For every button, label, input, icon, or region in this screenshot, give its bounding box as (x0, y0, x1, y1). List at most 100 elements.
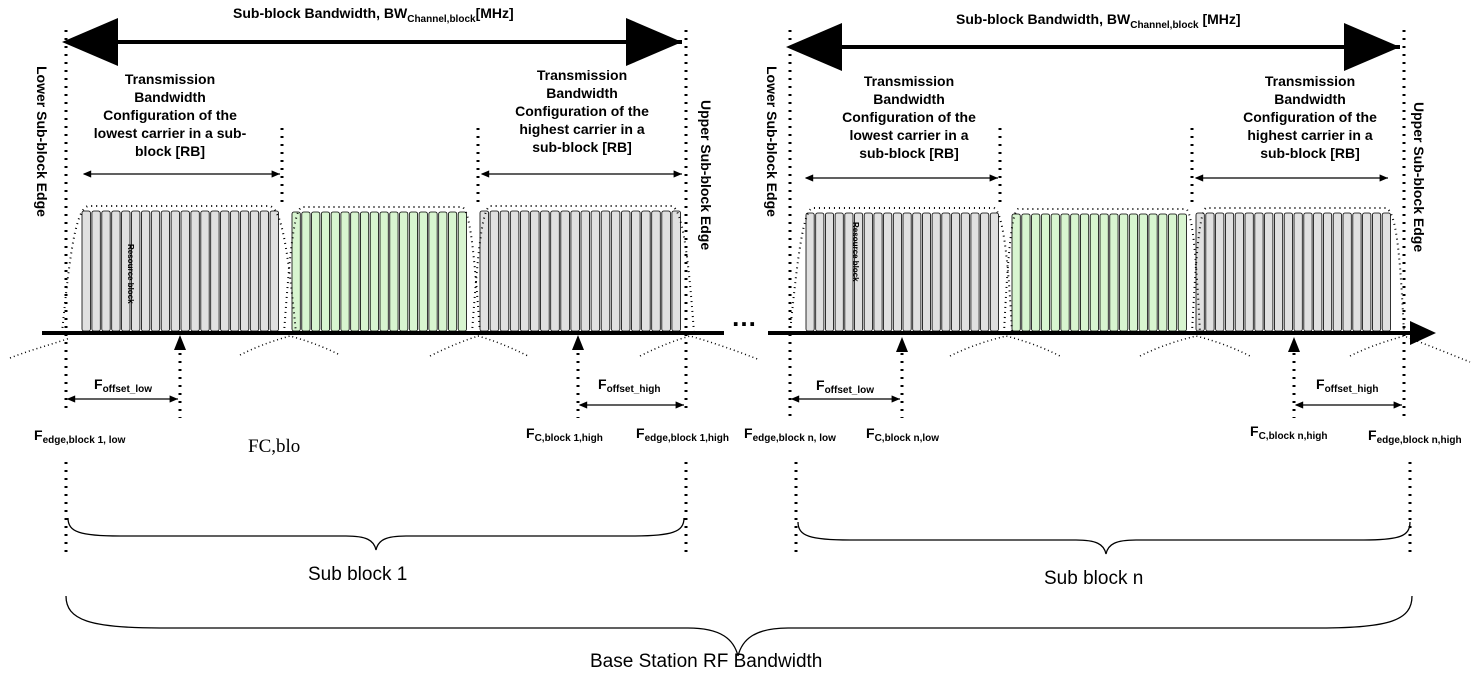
block1-rb-mid (291, 211, 467, 332)
blockn-high-resource-block (1303, 212, 1313, 332)
block1-low-resource-block (210, 210, 220, 332)
block1-mid-resource-block (340, 211, 350, 332)
block1-low-resource-block (170, 210, 180, 332)
block1-high-resource-block (530, 210, 540, 332)
blockn-fedge-low-label: Fedge,block n, low (744, 425, 836, 444)
blockn-high-resource-block (1264, 212, 1274, 332)
svg-text:sub-block [RB]: sub-block [RB] (532, 139, 632, 155)
block1-high-resource-block (509, 210, 520, 332)
block1-high-resource-block (590, 210, 601, 332)
blockn-low-resource-block (951, 212, 961, 332)
blockn-foffset-low-label: Foffset_low (816, 377, 874, 396)
block1-mid-resource-block (291, 211, 301, 332)
base-station-label: Base Station RF Bandwidth (590, 651, 822, 672)
svg-text:Bandwidth: Bandwidth (1274, 91, 1346, 107)
block1-high-resource-block (550, 210, 560, 332)
block1-low-resource-block (101, 210, 111, 332)
block1-low-resource-block (190, 210, 200, 332)
blockn-mid-resource-block (1109, 213, 1119, 332)
offset-arrows (66, 395, 1402, 409)
blockn-low-resource-block (805, 212, 815, 332)
blockn-lower-edge-label: Lower Sub-block Edge (764, 66, 780, 217)
block1-fedge-low-label: Fedge,block 1, low (34, 427, 126, 446)
block1-mid-resource-block (448, 211, 458, 332)
block1-mid-resource-block (399, 211, 409, 332)
blockn-low-resource-block (883, 212, 893, 332)
svg-text:Transmission: Transmission (125, 71, 215, 87)
block1-bw-title: Sub-block Bandwidth, BWChannel,block[MHz… (233, 5, 514, 25)
spectral-envelopes (61, 205, 1405, 334)
block1-low-resource-block (160, 210, 170, 332)
blockn-high-resource-block (1244, 212, 1254, 332)
blockn-low-resource-block (815, 212, 825, 332)
block1-fc-low-partial-label: FC,blo (248, 436, 300, 457)
block1-mid-resource-block (320, 211, 331, 332)
blockn-high-resource-block (1342, 212, 1352, 332)
block1-low-resource-block (259, 210, 270, 332)
block1-high-resource-block (651, 210, 661, 332)
svg-text:highest carrier in a: highest carrier in a (1247, 127, 1372, 143)
blockn-high-resource-block (1372, 212, 1382, 332)
block1-low-resource-block (220, 210, 230, 332)
blockn-mid-resource-block (1089, 213, 1099, 332)
blockn-high-resource-block (1352, 212, 1362, 332)
block1-mid-resource-block (438, 211, 448, 332)
blockn-mid-resource-block (1070, 213, 1080, 332)
block1-low-resource-block (239, 210, 250, 332)
svg-text:lowest carrier in a sub-: lowest carrier in a sub- (94, 125, 247, 141)
block1-low-resource-block (200, 210, 210, 332)
base-station-brace (65, 595, 1413, 657)
blockn-high-resource-block (1234, 212, 1244, 332)
blockn-low-resource-block (892, 212, 902, 332)
block1-tbc-low-label: Transmission Bandwidth Configuration of … (94, 71, 247, 159)
blockn-low-resource-block (960, 212, 970, 332)
block1-high-resource-block (641, 210, 651, 332)
block1-mid-resource-block (360, 211, 370, 332)
rolloff-tails (9, 335, 1471, 363)
tbc-span-arrows (82, 170, 1388, 182)
block1-high-resource-block (610, 210, 621, 332)
blockn-low-resource-block (912, 212, 922, 332)
block1-rb-low (81, 210, 279, 332)
svg-text:highest carrier in a: highest carrier in a (519, 121, 644, 137)
block1-fc-low-arrow-icon (174, 335, 186, 350)
block1-high-resource-block (580, 210, 591, 332)
blockn-fc-high-label: FC,block n,high (1250, 423, 1327, 442)
block1-brace (67, 517, 685, 551)
blockn-mid-resource-block (1080, 213, 1090, 332)
svg-text:Transmission: Transmission (537, 67, 627, 83)
block1-mid-resource-block (330, 211, 340, 332)
blockn-high-resource-block (1215, 212, 1225, 332)
blockn-low-resource-block (902, 212, 912, 332)
block1-high-resource-block (489, 210, 500, 332)
block1-fedge-high-label: Fedge,block 1,high (636, 425, 729, 444)
block1-mid-resource-block (311, 211, 321, 332)
blockn-low-resource-block (834, 212, 844, 332)
block1-low-resource-block (180, 210, 190, 332)
blockn-high-resource-block (1205, 212, 1215, 332)
block1-lower-edge-label: Lower Sub-block Edge (34, 66, 50, 217)
blockn-high-resource-block (1293, 212, 1303, 332)
blockn-high-resource-block (1195, 212, 1205, 332)
blockn-high-resource-block (1283, 212, 1293, 332)
block1-low-resource-block (121, 210, 131, 332)
svg-text:Configuration of the: Configuration of the (103, 107, 237, 123)
block1-high-resource-block (621, 210, 631, 332)
block1-foffset-high-label: Foffset_high (598, 376, 660, 395)
svg-text:Configuration of the: Configuration of the (515, 103, 649, 119)
block1-low-resource-block (269, 210, 279, 332)
block1-low-resource-block (91, 210, 101, 332)
blockn-high-resource-block (1274, 212, 1284, 332)
block1-brace-label: Sub block 1 (308, 564, 407, 585)
block1-tbc-high-label: Transmission Bandwidth Configuration of … (515, 67, 649, 155)
blockn-tbc-high-label: Transmission Bandwidth Configuration of … (1243, 73, 1377, 161)
blockn-mid-resource-block (1168, 213, 1178, 332)
block1-high-resource-block (499, 210, 510, 332)
block1-mid-resource-block (457, 211, 467, 332)
svg-text:Transmission: Transmission (1265, 73, 1355, 89)
blockn-low-resource-block (931, 212, 941, 332)
block1-mid-resource-block (428, 211, 438, 332)
blockn-mid-resource-block (1011, 213, 1021, 332)
block1-mid-resource-block (379, 211, 389, 332)
blockn-mid-resource-block (1177, 213, 1187, 332)
